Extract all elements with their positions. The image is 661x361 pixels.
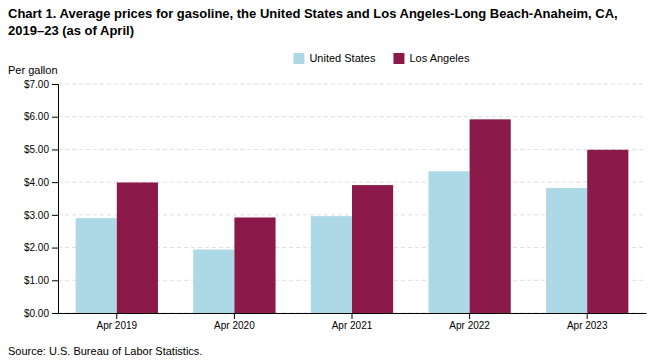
y-axis-title: Per gallon [8,64,58,76]
x-tick: Apr 2023 [567,313,608,331]
legend-swatch [393,53,404,64]
y-tick-mark [52,313,58,314]
bar [193,250,234,313]
x-tick-label: Apr 2019 [97,320,138,331]
x-tick-mark [469,313,470,319]
series [117,119,629,313]
x-tick-label: Apr 2020 [214,320,255,331]
y-tick-mark [52,280,58,281]
y-tick: $6.00 [24,111,58,122]
x-tick-mark [234,313,235,319]
title: Chart 1. Average prices for gasoline, th… [8,6,621,38]
bar [234,217,275,313]
x-tick-label: Apr 2022 [449,320,490,331]
y-tick-mark [52,149,58,150]
x-tick-label: Apr 2023 [567,320,608,331]
x-tick: Apr 2019 [97,313,138,331]
y-tick-mark [52,182,58,183]
grid-line [58,84,646,85]
legend: United States Los Angeles [293,52,469,64]
x-axis: Apr 2019 Apr 2020 Apr 2021 Apr 2022 Apr 2023 [59,313,647,331]
x-tick-label: Apr 2021 [332,320,373,331]
legend-item: Los Angeles [393,52,469,64]
y-tick: $1.00 [24,275,58,286]
legend-label: United States [309,52,376,64]
y-axis-line [52,85,59,314]
y-tick: $4.00 [24,177,58,188]
bar [117,182,158,313]
y-tick: $5.00 [24,144,58,155]
x-tick: Apr 2022 [449,313,490,331]
y-tick-label: $3.00 [24,210,49,221]
grid-line [58,116,646,117]
legend-label: Los Angeles [409,52,469,64]
y-axis: $0.00 $1.00 $2.00 $3.00 $4.00 $5.00 $6.00 $7.00 [24,79,59,319]
y-tick-label: $4.00 [24,177,49,188]
bars [76,119,629,313]
legend-swatch [293,53,304,64]
x-tick-mark [116,313,117,319]
y-tick-label: $6.00 [24,111,49,122]
bar [311,216,352,313]
bar [470,119,511,313]
y-tick-label: $1.00 [24,275,49,286]
y-tick: $7.00 [24,79,58,90]
y-tick-label: $5.00 [24,144,49,155]
x-tick-mark [352,313,353,319]
y-tick-mark [52,117,58,118]
x-tick: Apr 2020 [214,313,255,331]
bar [587,150,628,313]
chart: Chart 1. Average prices for gasoline, th… [0,0,661,361]
plot: $0.00 $1.00 $2.00 $3.00 $4.00 $5.00 $6.00 $7.00… [24,79,647,331]
y-tick-mark [52,84,58,85]
y-tick-label: $2.00 [24,242,49,253]
y-tick: $3.00 [24,210,58,221]
bar [76,218,117,313]
y-tick-mark [52,248,58,249]
legend-item: United States [293,52,376,64]
bar [352,185,393,313]
y-tick: $2.00 [24,242,58,253]
y-tick-label: $7.00 [24,79,49,90]
y-tick: $0.00 [24,308,58,319]
grid [58,84,646,313]
source: Source: U.S. Bureau of Labor Statistics. [8,345,202,357]
x-tick-mark [587,313,588,319]
grid-line [58,149,646,150]
title-line: Chart 1. Average prices for gasoline, th… [8,6,621,21]
title-line: 2019–23 (as of April) [8,23,134,38]
bar [428,171,469,313]
y-tick-label: $0.00 [24,308,49,319]
x-tick: Apr 2021 [332,313,373,331]
bar [546,188,587,313]
y-tick-mark [52,215,58,216]
